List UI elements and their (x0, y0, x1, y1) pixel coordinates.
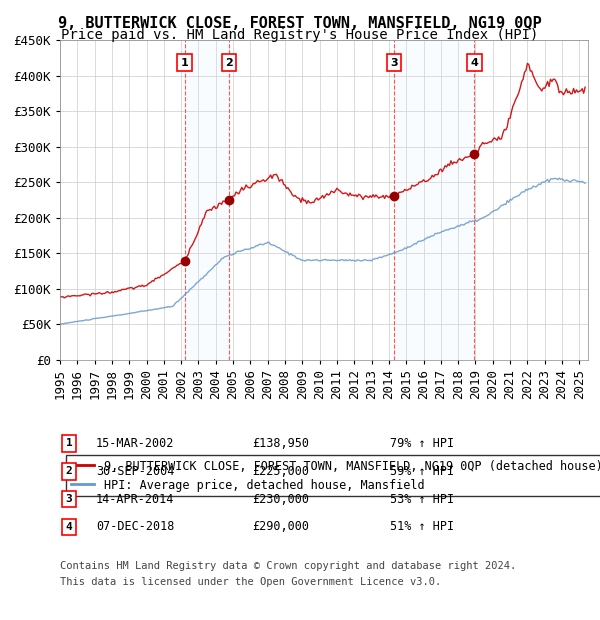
Text: 9, BUTTERWICK CLOSE, FOREST TOWN, MANSFIELD, NG19 0QP: 9, BUTTERWICK CLOSE, FOREST TOWN, MANSFI… (58, 16, 542, 30)
Text: £230,000: £230,000 (252, 493, 309, 505)
Text: £290,000: £290,000 (252, 521, 309, 533)
Text: 1: 1 (65, 438, 73, 448)
Text: 07-DEC-2018: 07-DEC-2018 (96, 521, 175, 533)
Text: 30-SEP-2004: 30-SEP-2004 (96, 465, 175, 477)
Text: Price paid vs. HM Land Registry's House Price Index (HPI): Price paid vs. HM Land Registry's House … (61, 28, 539, 42)
Text: 3: 3 (390, 58, 398, 68)
Bar (394, 40, 474, 360)
Text: 3: 3 (65, 494, 73, 504)
Text: 51% ↑ HPI: 51% ↑ HPI (390, 521, 454, 533)
Bar (185, 40, 229, 360)
Text: 79% ↑ HPI: 79% ↑ HPI (390, 437, 454, 450)
Legend: 9, BUTTERWICK CLOSE, FOREST TOWN, MANSFIELD, NG19 0QP (detached house), HPI: Ave: 9, BUTTERWICK CLOSE, FOREST TOWN, MANSFI… (66, 455, 600, 496)
Text: This data is licensed under the Open Government Licence v3.0.: This data is licensed under the Open Gov… (60, 577, 441, 587)
Text: £138,950: £138,950 (252, 437, 309, 450)
Text: 59% ↑ HPI: 59% ↑ HPI (390, 465, 454, 477)
Text: 4: 4 (470, 58, 478, 68)
Text: £225,000: £225,000 (252, 465, 309, 477)
Text: 15-MAR-2002: 15-MAR-2002 (96, 437, 175, 450)
Text: 2: 2 (225, 58, 233, 68)
Text: 14-APR-2014: 14-APR-2014 (96, 493, 175, 505)
Text: 2: 2 (65, 466, 73, 476)
Text: 1: 1 (181, 58, 188, 68)
Text: 53% ↑ HPI: 53% ↑ HPI (390, 493, 454, 505)
Text: Contains HM Land Registry data © Crown copyright and database right 2024.: Contains HM Land Registry data © Crown c… (60, 561, 516, 571)
Text: 4: 4 (65, 522, 73, 532)
